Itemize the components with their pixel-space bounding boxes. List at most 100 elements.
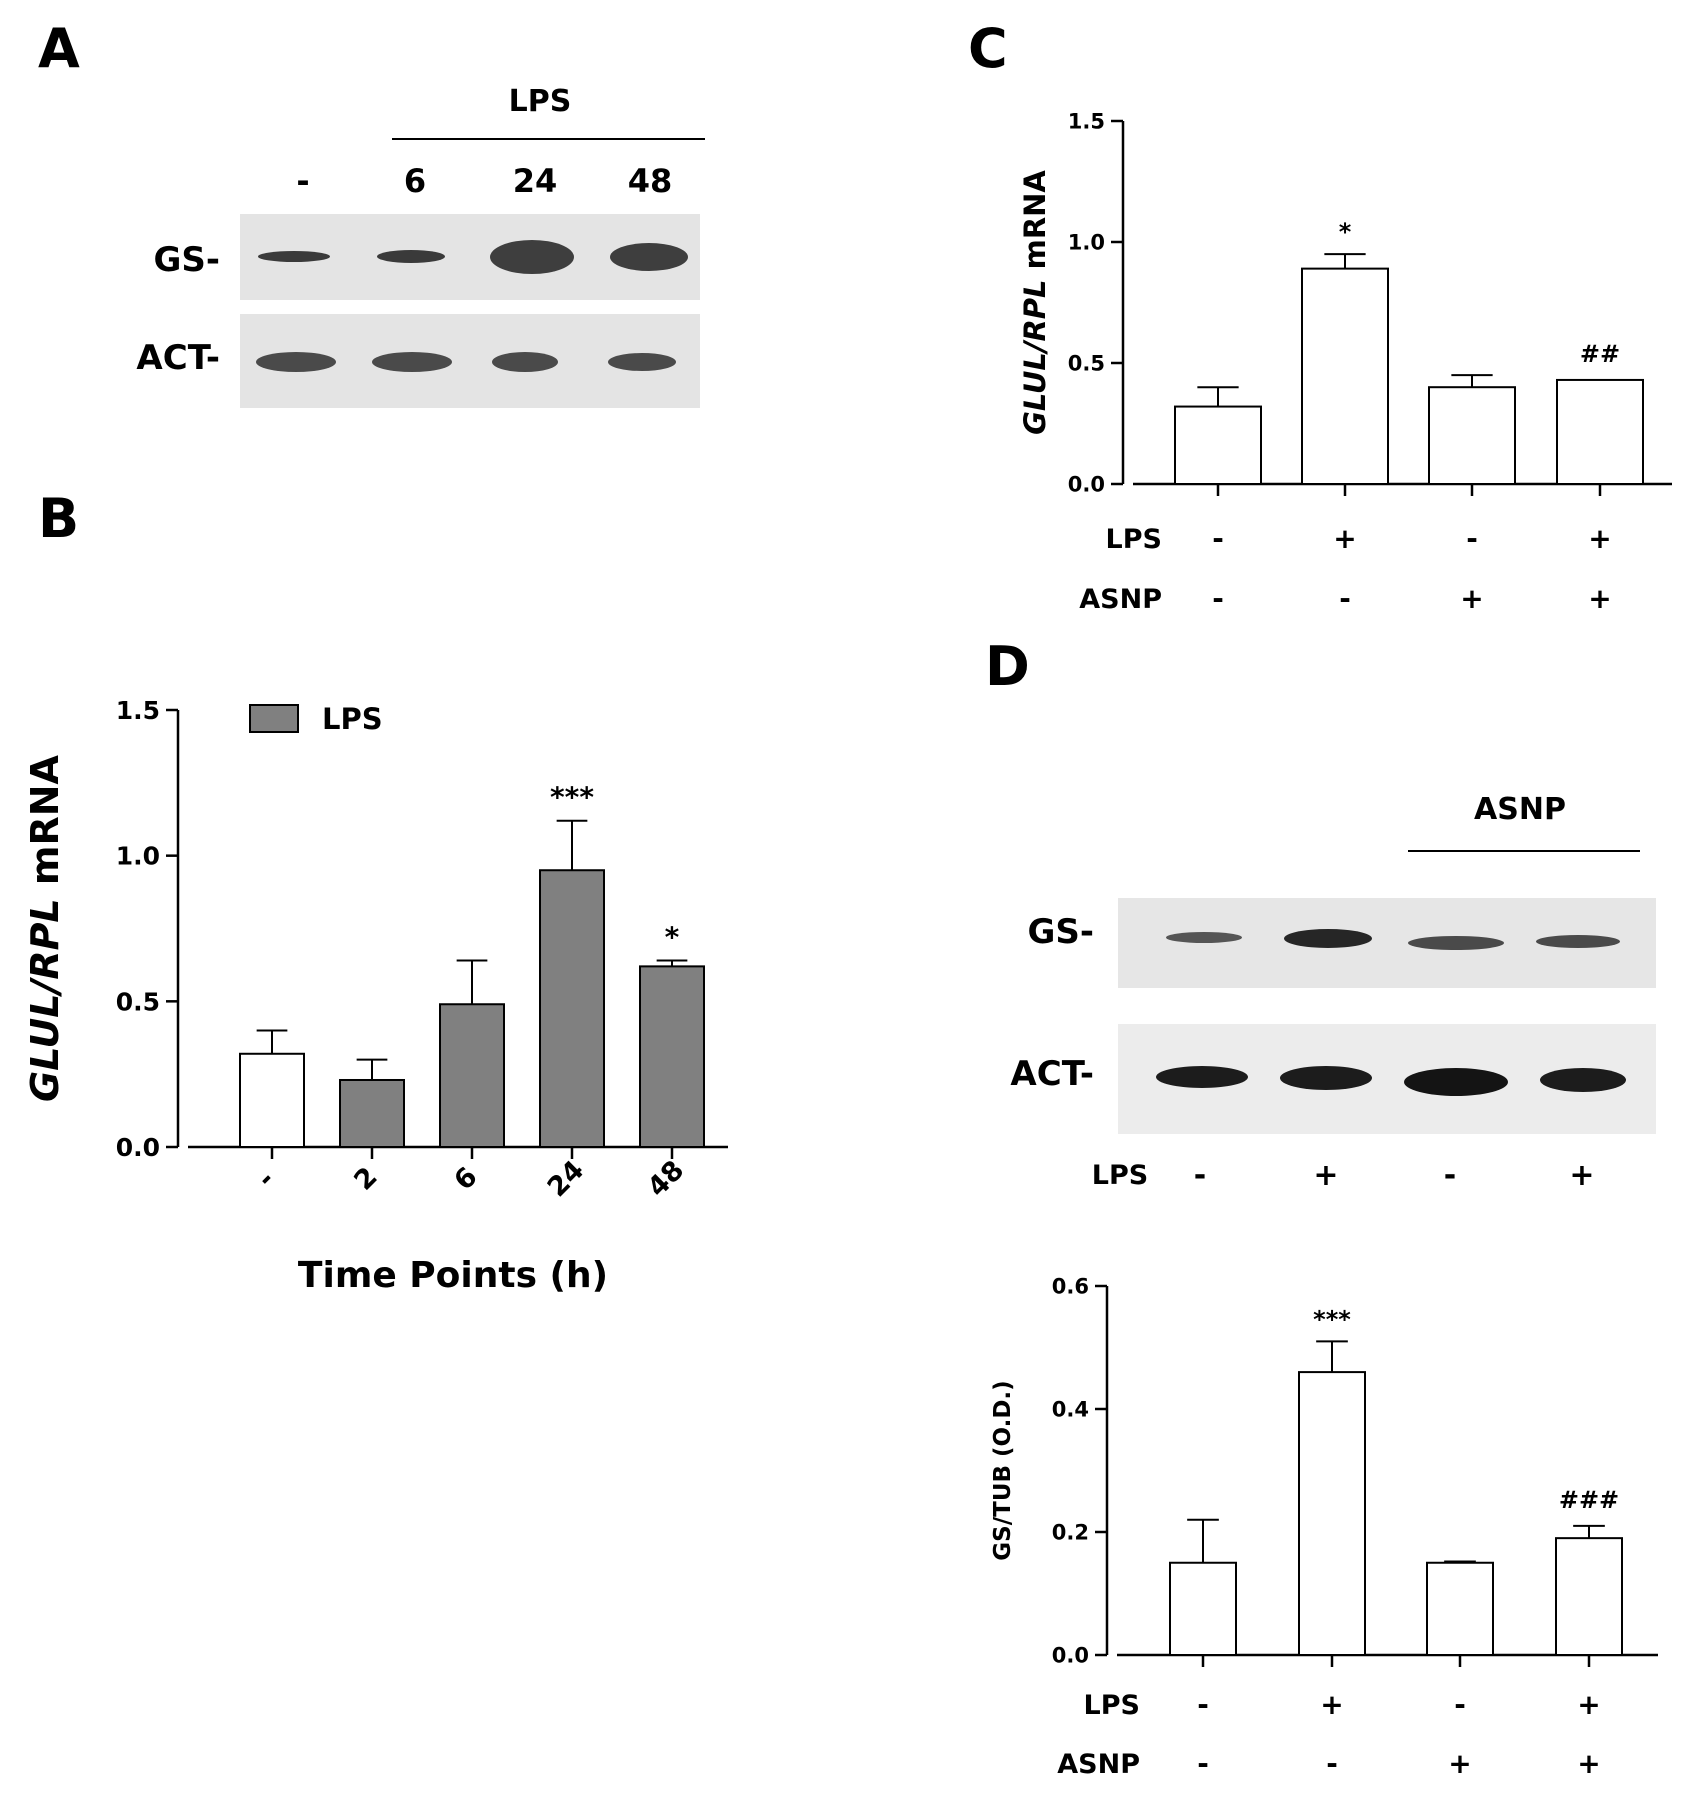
y-axis-label: GLUL/RPL mRNA bbox=[23, 754, 67, 1101]
panel-letter-d: D bbox=[985, 635, 1030, 698]
panel-letter-b: B bbox=[38, 487, 80, 550]
bar bbox=[1174, 405, 1262, 485]
blot-d-band bbox=[1536, 935, 1620, 948]
x-tick-label: - bbox=[251, 1164, 281, 1194]
blot-a-row-label-act: ACT- bbox=[136, 338, 220, 378]
blot-d-header-line bbox=[1408, 850, 1640, 852]
factor-sign: - bbox=[1212, 522, 1224, 555]
bar bbox=[1426, 1561, 1494, 1656]
blot-d-band bbox=[1156, 1066, 1248, 1088]
y-tick-label: 0.0 bbox=[1068, 473, 1105, 497]
y-tick-label: 1.0 bbox=[116, 842, 160, 871]
blot-d-band bbox=[1166, 932, 1242, 943]
y-tick-label: 1.5 bbox=[116, 696, 160, 725]
blot-d-band bbox=[1404, 1068, 1508, 1096]
factor-sign: - bbox=[1197, 1747, 1209, 1780]
x-tick-label: 48 bbox=[642, 1155, 690, 1203]
blot-a-band bbox=[258, 251, 330, 262]
factor-sign: + bbox=[1577, 1688, 1600, 1721]
blot-d-lps-sign: + bbox=[1569, 1158, 1595, 1193]
factor-sign: - bbox=[1466, 522, 1478, 555]
y-tick-label: 0.2 bbox=[1052, 1521, 1089, 1545]
x-tick-label: 2 bbox=[348, 1161, 383, 1196]
bar bbox=[1169, 1561, 1237, 1656]
blot-a-band bbox=[610, 243, 688, 271]
blot-a-row-label-gs: GS- bbox=[153, 240, 220, 280]
blot-d-band bbox=[1284, 929, 1372, 948]
blot-a-band bbox=[372, 352, 452, 372]
blot-a-band bbox=[492, 352, 558, 372]
bar bbox=[539, 869, 605, 1148]
factor-sign: - bbox=[1454, 1688, 1466, 1721]
y-axis-label-gene: GLUL/RPL bbox=[23, 898, 67, 1102]
blot-d-band bbox=[1408, 936, 1504, 950]
y-axis-label: GS/TUB (O.D.) bbox=[990, 1380, 1016, 1560]
blot-a-header-line bbox=[392, 138, 705, 140]
blot-a-lane-label: 48 bbox=[627, 162, 673, 200]
bar bbox=[1301, 267, 1389, 485]
y-tick-label: 0.5 bbox=[1068, 352, 1105, 376]
y-axis-label-unit: mRNA bbox=[1018, 170, 1052, 280]
y-axis-label-unit: mRNA bbox=[23, 754, 67, 898]
blot-a-band bbox=[608, 353, 676, 371]
factor-sign: - bbox=[1326, 1747, 1338, 1780]
y-tick-label: 0.0 bbox=[1052, 1644, 1089, 1668]
blot-a-lane-label: 24 bbox=[512, 162, 558, 200]
factor-sign: + bbox=[1588, 522, 1611, 555]
bar bbox=[639, 965, 705, 1149]
significance-marker: *** bbox=[550, 781, 594, 814]
legend-swatch bbox=[249, 704, 299, 733]
blot-d-gs-strip bbox=[1118, 898, 1656, 988]
factor-sign: + bbox=[1577, 1747, 1600, 1780]
bar bbox=[1556, 378, 1644, 485]
bar bbox=[339, 1078, 405, 1148]
blot-d-row-label-act: ACT- bbox=[1010, 1054, 1094, 1094]
bar bbox=[1298, 1371, 1366, 1656]
significance-marker: * bbox=[1339, 218, 1352, 246]
factor-sign: - bbox=[1197, 1688, 1209, 1721]
blot-a-act-strip bbox=[240, 314, 700, 408]
y-axis-label: GLUL/RPL mRNA bbox=[1018, 170, 1052, 435]
blot-d-lps-sign: + bbox=[1313, 1158, 1339, 1193]
blot-d-band bbox=[1280, 1066, 1372, 1090]
y-tick-label: 1.0 bbox=[1068, 231, 1105, 255]
panel-letter-c: C bbox=[968, 17, 1008, 80]
bar bbox=[239, 1052, 305, 1148]
significance-marker: *** bbox=[1313, 1305, 1351, 1333]
y-tick-label: 0.4 bbox=[1052, 1398, 1089, 1422]
x-tick-label: 24 bbox=[542, 1155, 590, 1203]
legend-label: LPS bbox=[322, 702, 383, 736]
y-tick-label: 1.5 bbox=[1068, 110, 1105, 134]
y-tick-label: 0.5 bbox=[116, 987, 160, 1016]
blot-a-band bbox=[256, 352, 336, 372]
factor-row-label: LPS bbox=[1084, 1690, 1140, 1721]
panel-letter-a: A bbox=[38, 17, 80, 80]
blot-d-band bbox=[1540, 1068, 1626, 1092]
blot-d-lps-sign: - bbox=[1443, 1158, 1457, 1193]
blot-a-lane-label: 6 bbox=[403, 162, 427, 200]
factor-sign: + bbox=[1460, 582, 1483, 615]
y-tick-label: 0.6 bbox=[1052, 1275, 1089, 1299]
blot-d-lps-row-label: LPS bbox=[1091, 1160, 1149, 1191]
x-tick-label: 6 bbox=[448, 1161, 483, 1196]
bar bbox=[1428, 386, 1516, 486]
factor-sign: + bbox=[1588, 582, 1611, 615]
blot-a-band bbox=[490, 240, 574, 274]
y-axis-label-gene: GLUL/RPL bbox=[1018, 279, 1052, 434]
bar bbox=[1555, 1537, 1623, 1657]
blot-a-band bbox=[377, 250, 445, 263]
factor-sign: + bbox=[1448, 1747, 1471, 1780]
factor-sign: + bbox=[1333, 522, 1356, 555]
factor-row-label: ASNP bbox=[1057, 1749, 1140, 1780]
factor-sign: + bbox=[1320, 1688, 1343, 1721]
factor-row-label: LPS bbox=[1106, 524, 1162, 555]
blot-a-gs-strip bbox=[240, 214, 700, 300]
factor-row-label: ASNP bbox=[1079, 584, 1162, 615]
significance-marker: ### bbox=[1559, 1486, 1619, 1514]
blot-d-row-label-gs: GS- bbox=[1027, 912, 1094, 952]
blot-a-lane-label: - bbox=[296, 162, 310, 200]
x-axis-label: Time Points (h) bbox=[298, 1255, 608, 1296]
blot-d-act-strip bbox=[1118, 1024, 1656, 1134]
factor-sign: - bbox=[1339, 582, 1351, 615]
